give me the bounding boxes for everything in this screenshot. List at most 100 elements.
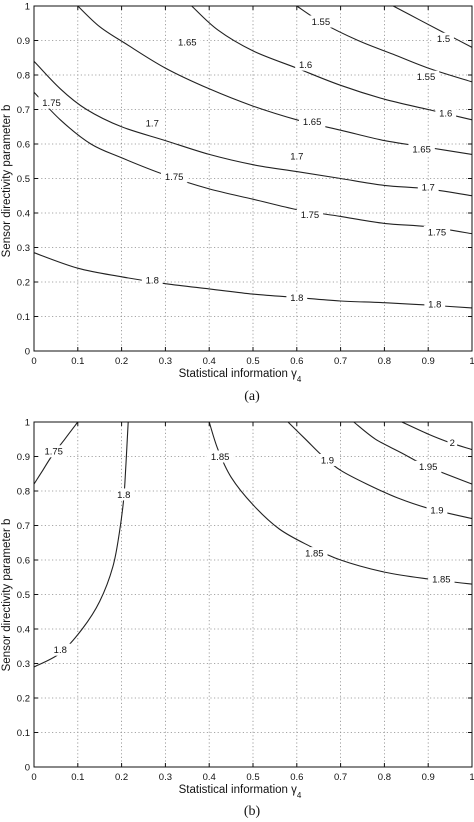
panel-a-contour-label-bg <box>435 106 457 119</box>
panel-a-contour-label: 1.65 <box>303 117 322 128</box>
panel-b-contour-label: 1.85 <box>305 548 324 559</box>
panel-b-contour-label-bg <box>447 436 458 449</box>
panel-b-y-tick-label: 0.6 <box>17 556 30 567</box>
panel-a-x-tick-label: 0.3 <box>159 356 172 367</box>
panel-b-y-tick-label: 0.1 <box>17 728 30 739</box>
panel-a-contour-label: 1.65 <box>178 38 197 49</box>
panel-b-contour-label: 1.85 <box>211 452 230 463</box>
panel-b-y-ticks: 0 0.1 0.2 0.3 0.4 0.5 0.6 0.7 0.8 0.9 1 <box>17 418 472 774</box>
panel-a-x-tick-label: 0.4 <box>203 356 216 367</box>
panel-a-contour-label-bg <box>417 181 439 194</box>
panel-a-contour-label: 1.55 <box>312 17 331 28</box>
panel-a-y-tick-label: 0.7 <box>17 105 30 116</box>
panel-a-contour-label: 1.7 <box>422 182 435 193</box>
panel-a-y-axis-label: Sensor directivity parameter b <box>1 105 13 258</box>
panel-b-contour-label-bg <box>49 643 71 656</box>
panel-b-y-tick-label: 0.5 <box>17 590 30 601</box>
panel-b-y-tick-label: 0.3 <box>17 659 30 670</box>
panel-a-contour-1.6 <box>191 5 473 121</box>
panel-b-x-tick-label: 0 <box>31 772 36 783</box>
panel-a-x-tick-label: 0.8 <box>378 356 391 367</box>
panel-a-contour-label: 1.75 <box>301 210 320 221</box>
panel-a-y-tick-label: 0.1 <box>17 312 30 323</box>
panel-b-contour-label-bg <box>415 460 442 473</box>
panel-a-contour-label: 1.8 <box>428 300 441 311</box>
panel-a-y-tick-label: 0.5 <box>17 174 30 185</box>
panel-b-contour-label-bg <box>428 572 455 585</box>
panel-b-contour-2 <box>401 421 473 451</box>
panel-a-contour-label-bg <box>424 298 446 311</box>
panel-a-contour-label-bg <box>298 115 326 128</box>
panel-a-contour-label-bg <box>408 143 435 156</box>
panel-b-contour-label: 2 <box>450 438 455 449</box>
panel-a-contour-1.8 <box>33 252 473 309</box>
panel-a-contour-1.65 <box>77 5 473 155</box>
panel-a-contour-label: 1.65 <box>412 144 431 155</box>
panel-a-y-tick-label: 0.2 <box>17 278 30 289</box>
panel-b-contour-label-bg <box>426 503 448 516</box>
panel-b-contour-label-bg <box>317 453 338 466</box>
panel-a-contour-1.75 <box>33 91 473 235</box>
panel-a-x-tick-label: 0.9 <box>422 356 435 367</box>
panel-b-contour-1.8 <box>33 421 129 668</box>
panel-a-contour-1.5 <box>392 5 473 48</box>
panel-b-y-tick-label: 0.8 <box>17 487 30 498</box>
panel-b-x-axis-label: Statistical information γ4 <box>179 784 302 800</box>
panel-a-contour-label-bg <box>286 291 308 304</box>
panel-a-x-ticks: 0 0.1 0.2 0.3 0.4 0.5 0.6 0.7 0.8 0.9 1 <box>31 6 474 367</box>
panel-b-y-tick-label: 0.7 <box>17 521 30 532</box>
panel-b-x-tick-label: 0.6 <box>290 772 303 783</box>
panel-b-y-tick-label: 0.2 <box>17 694 30 705</box>
panel-b-x-tick-label: 0.9 <box>422 772 435 783</box>
panel-b-contour-labels: 1.75 1.8 1.8 1.85 1.85 1.85 1.9 1.9 1.95 2 <box>40 436 458 656</box>
panel-a-contour-label: 1.7 <box>290 151 303 162</box>
panel-a-contour-label: 1.6 <box>299 60 312 71</box>
panel-b-caption: (b) <box>244 804 261 819</box>
panel-b-y-axis-label: Sensor directivity parameter b <box>1 519 13 672</box>
panel-a-contour-labels: 1.5 1.55 1.55 1.6 1.6 1.65 1.65 1.65 1.7 1.7 1.7 1.… <box>38 15 457 311</box>
panel-b-contour-label: 1.8 <box>54 645 67 656</box>
panel-a-x-tick-label: 0.5 <box>246 356 259 367</box>
panel-b-x-tick-label: 0.8 <box>378 772 391 783</box>
panel-a-x-tick-label: 0.6 <box>290 356 303 367</box>
panel-a-contour-1.7 <box>33 60 473 197</box>
panel-a-contour-label: 1.75 <box>42 98 61 109</box>
panel-b-contour-label-bg <box>301 547 328 560</box>
panel-a-contour-label-bg <box>38 96 65 109</box>
panel-a-contour-label: 1.8 <box>290 293 303 304</box>
panel-a-y-tick-label: 0.3 <box>17 243 30 254</box>
panel-a-contour-label: 1.8 <box>146 276 159 287</box>
panel-b-contour-1.95 <box>353 421 473 485</box>
panel-a-caption: (a) <box>244 389 260 404</box>
panel-b-y-tick-label: 0 <box>25 763 30 774</box>
panel-b-contour-label: 1.8 <box>117 490 130 501</box>
panel-a-contour-label: 1.75 <box>165 172 184 183</box>
panel-a-grid <box>34 6 472 351</box>
panel-b-x-tick-label: 0.7 <box>334 772 347 783</box>
panel-b-x-tick-label: 0.1 <box>71 772 84 783</box>
panel-a-y-tick-label: 0.8 <box>17 71 30 82</box>
panel-b-contour-1.85 <box>208 421 473 585</box>
panel-a-y-ticks: 0 0.1 0.2 0.3 0.4 0.5 0.6 0.7 0.8 0.9 1 <box>17 2 472 358</box>
panel-b-contour-1.9 <box>287 421 473 520</box>
panel-b-y-tick-label: 0.4 <box>17 625 30 636</box>
panel-b-contour-label: 1.75 <box>44 447 63 458</box>
panel-a-contour-label: 1.5 <box>437 34 450 45</box>
panel-a-contour-label-bg <box>141 117 163 130</box>
panel-a-contour-label-bg <box>412 70 440 83</box>
panel-b-contour-label-bg <box>40 445 67 458</box>
panel-b-x-tick-label: 0.3 <box>159 772 172 783</box>
panel-a-contour-label: 1.75 <box>428 227 447 238</box>
panel-a-contour-label-bg <box>141 274 163 287</box>
panel-a-contour-label-bg <box>423 225 451 238</box>
panel-a-y-tick-label: 1 <box>25 2 30 13</box>
panel-a-contour-label-bg <box>174 36 201 49</box>
panel-b-contour-label: 1.9 <box>321 455 334 466</box>
panel-a-x-tick-label: 0.7 <box>334 356 347 367</box>
panel-a-contour-label-bg <box>433 32 454 45</box>
panel-b-y-tick-label: 1 <box>25 418 30 429</box>
panel-a: 1.5 1.55 1.55 1.6 1.6 1.65 1.65 1.65 1.7 1.7 1.7 1.… <box>1 2 474 405</box>
panel-b: 1.75 1.8 1.8 1.85 1.85 1.85 1.9 1.9 1.95 2 0 0.1 0.… <box>1 418 474 820</box>
panel-a-y-tick-label: 0.4 <box>17 209 30 220</box>
